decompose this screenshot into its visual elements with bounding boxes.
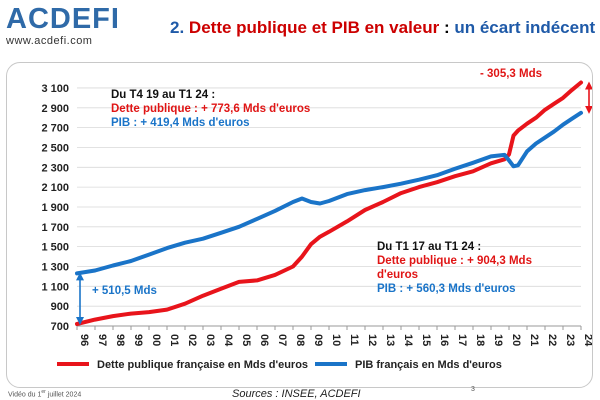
x-tick-label: 06 [258, 334, 270, 346]
x-tick-label: 16 [438, 334, 450, 346]
title-number: 2. [170, 18, 185, 37]
y-tick-label: 2 300 [41, 162, 69, 174]
y-tick-label: 700 [51, 321, 69, 333]
y-tick-label: 1 300 [41, 261, 69, 273]
x-tick-label: 07 [276, 334, 288, 346]
x-tick-label: 17 [456, 334, 468, 346]
y-tick-label: 1 700 [41, 222, 69, 234]
series-line-debt [75, 80, 583, 326]
gap-label-1996: + 510,5 Mds [92, 285, 157, 297]
x-tick-label: 05 [240, 334, 252, 346]
x-tick-label: 99 [132, 334, 144, 346]
title-blue-part: un écart indécent ! [454, 18, 600, 37]
title-red-part: Dette publique et PIB en valeur [188, 18, 440, 37]
logo-text: ACDEFI [6, 3, 120, 35]
page-number: 3 [471, 386, 475, 393]
x-tick-label: 10 [330, 334, 342, 346]
x-tick-label: 21 [528, 334, 540, 346]
x-tick-label: 03 [204, 334, 216, 346]
annotation-2017-debt: Dette publique : + 904,3 Mds [377, 255, 532, 267]
y-tick-label: 900 [51, 301, 69, 313]
annotation-2019-debt: Dette publique : + 773,6 Mds d'euros [111, 103, 311, 115]
x-tick-label: 13 [384, 334, 396, 346]
x-tick-label: 18 [474, 334, 486, 346]
x-tick-label: 09 [312, 334, 324, 346]
x-tick-label: 02 [186, 334, 198, 346]
x-tick-label: 22 [546, 334, 558, 346]
footer-video-sup: er [41, 389, 46, 395]
y-tick-label: 2 700 [41, 123, 69, 135]
chart-frame: 700 900 1 100 1 300 1 500 1 700 1 900 2 100 2 30… [6, 62, 593, 388]
x-tick-label: 14 [402, 334, 414, 347]
x-tick-label: 20 [510, 334, 522, 346]
x-tick-label: 96 [78, 334, 90, 346]
x-tick-label: 24 [582, 334, 592, 347]
x-tick-label: 15 [420, 334, 432, 346]
y-tick-label: 2 500 [41, 142, 69, 154]
footer-video-post: juillet 2024 [45, 391, 82, 399]
series-line-pib [75, 110, 583, 276]
x-tick-label: 04 [222, 334, 234, 347]
legend-label-pib: PIB français en Mds d'euros [355, 359, 502, 371]
annotation-2017-heading: Du T1 17 au T1 24 : [377, 241, 482, 253]
x-tick-label: 00 [150, 334, 162, 346]
y-tick-label: 3 100 [41, 83, 69, 95]
annotation-2017-pib: PIB : + 560,3 Mds d'euros [377, 283, 516, 295]
y-tick-label: 1 500 [41, 242, 69, 254]
y-tick-label: 2 100 [41, 182, 69, 194]
x-tick-label: 12 [366, 334, 378, 346]
line-chart: 700 900 1 100 1 300 1 500 1 700 1 900 2 100 2 30… [41, 80, 592, 371]
footer-video-date: Vidéo du 1er juillet 2024 [8, 389, 81, 398]
x-tick-label: 19 [492, 334, 504, 346]
title-separator: : [439, 18, 455, 37]
annotation-2017-debt-unit: d'euros [377, 269, 419, 281]
footer-sources: Sources : INSEE, ACDEFI [232, 388, 361, 400]
annotation-period-2019: Du T4 19 au T1 24 : Dette publique : + 7… [111, 88, 310, 130]
legend-label-debt: Dette publique française en Mds d'euros [97, 359, 308, 371]
x-tick-label: 01 [168, 334, 180, 346]
y-tick-label: 1 900 [41, 202, 69, 214]
x-tick-label: 23 [564, 334, 576, 346]
y-tick-label: 1 100 [41, 281, 69, 293]
slide-title: 2. Dette publique et PIB en valeur : un … [170, 18, 600, 38]
annotation-period-2017: Du T1 17 au T1 24 : Dette publique : + 9… [377, 240, 532, 296]
gap-label-2024: - 305,3 Mds [480, 68, 542, 80]
footer-video-pre: Vidéo du 1 [8, 391, 42, 399]
annotation-2019-heading: Du T4 19 au T1 24 : [111, 89, 216, 101]
brand-logo: ACDEFI www.acdefi.com [6, 4, 146, 48]
x-tick-label: 08 [294, 334, 306, 346]
annotation-2019-pib: PIB : + 419,4 Mds d'euros [111, 117, 250, 129]
y-tick-label: 2 900 [41, 103, 69, 115]
x-tick-label: 98 [114, 334, 126, 346]
logo-url: www.acdefi.com [6, 35, 93, 47]
x-tick-label: 11 [348, 334, 360, 346]
x-tick-label: 97 [96, 334, 108, 346]
